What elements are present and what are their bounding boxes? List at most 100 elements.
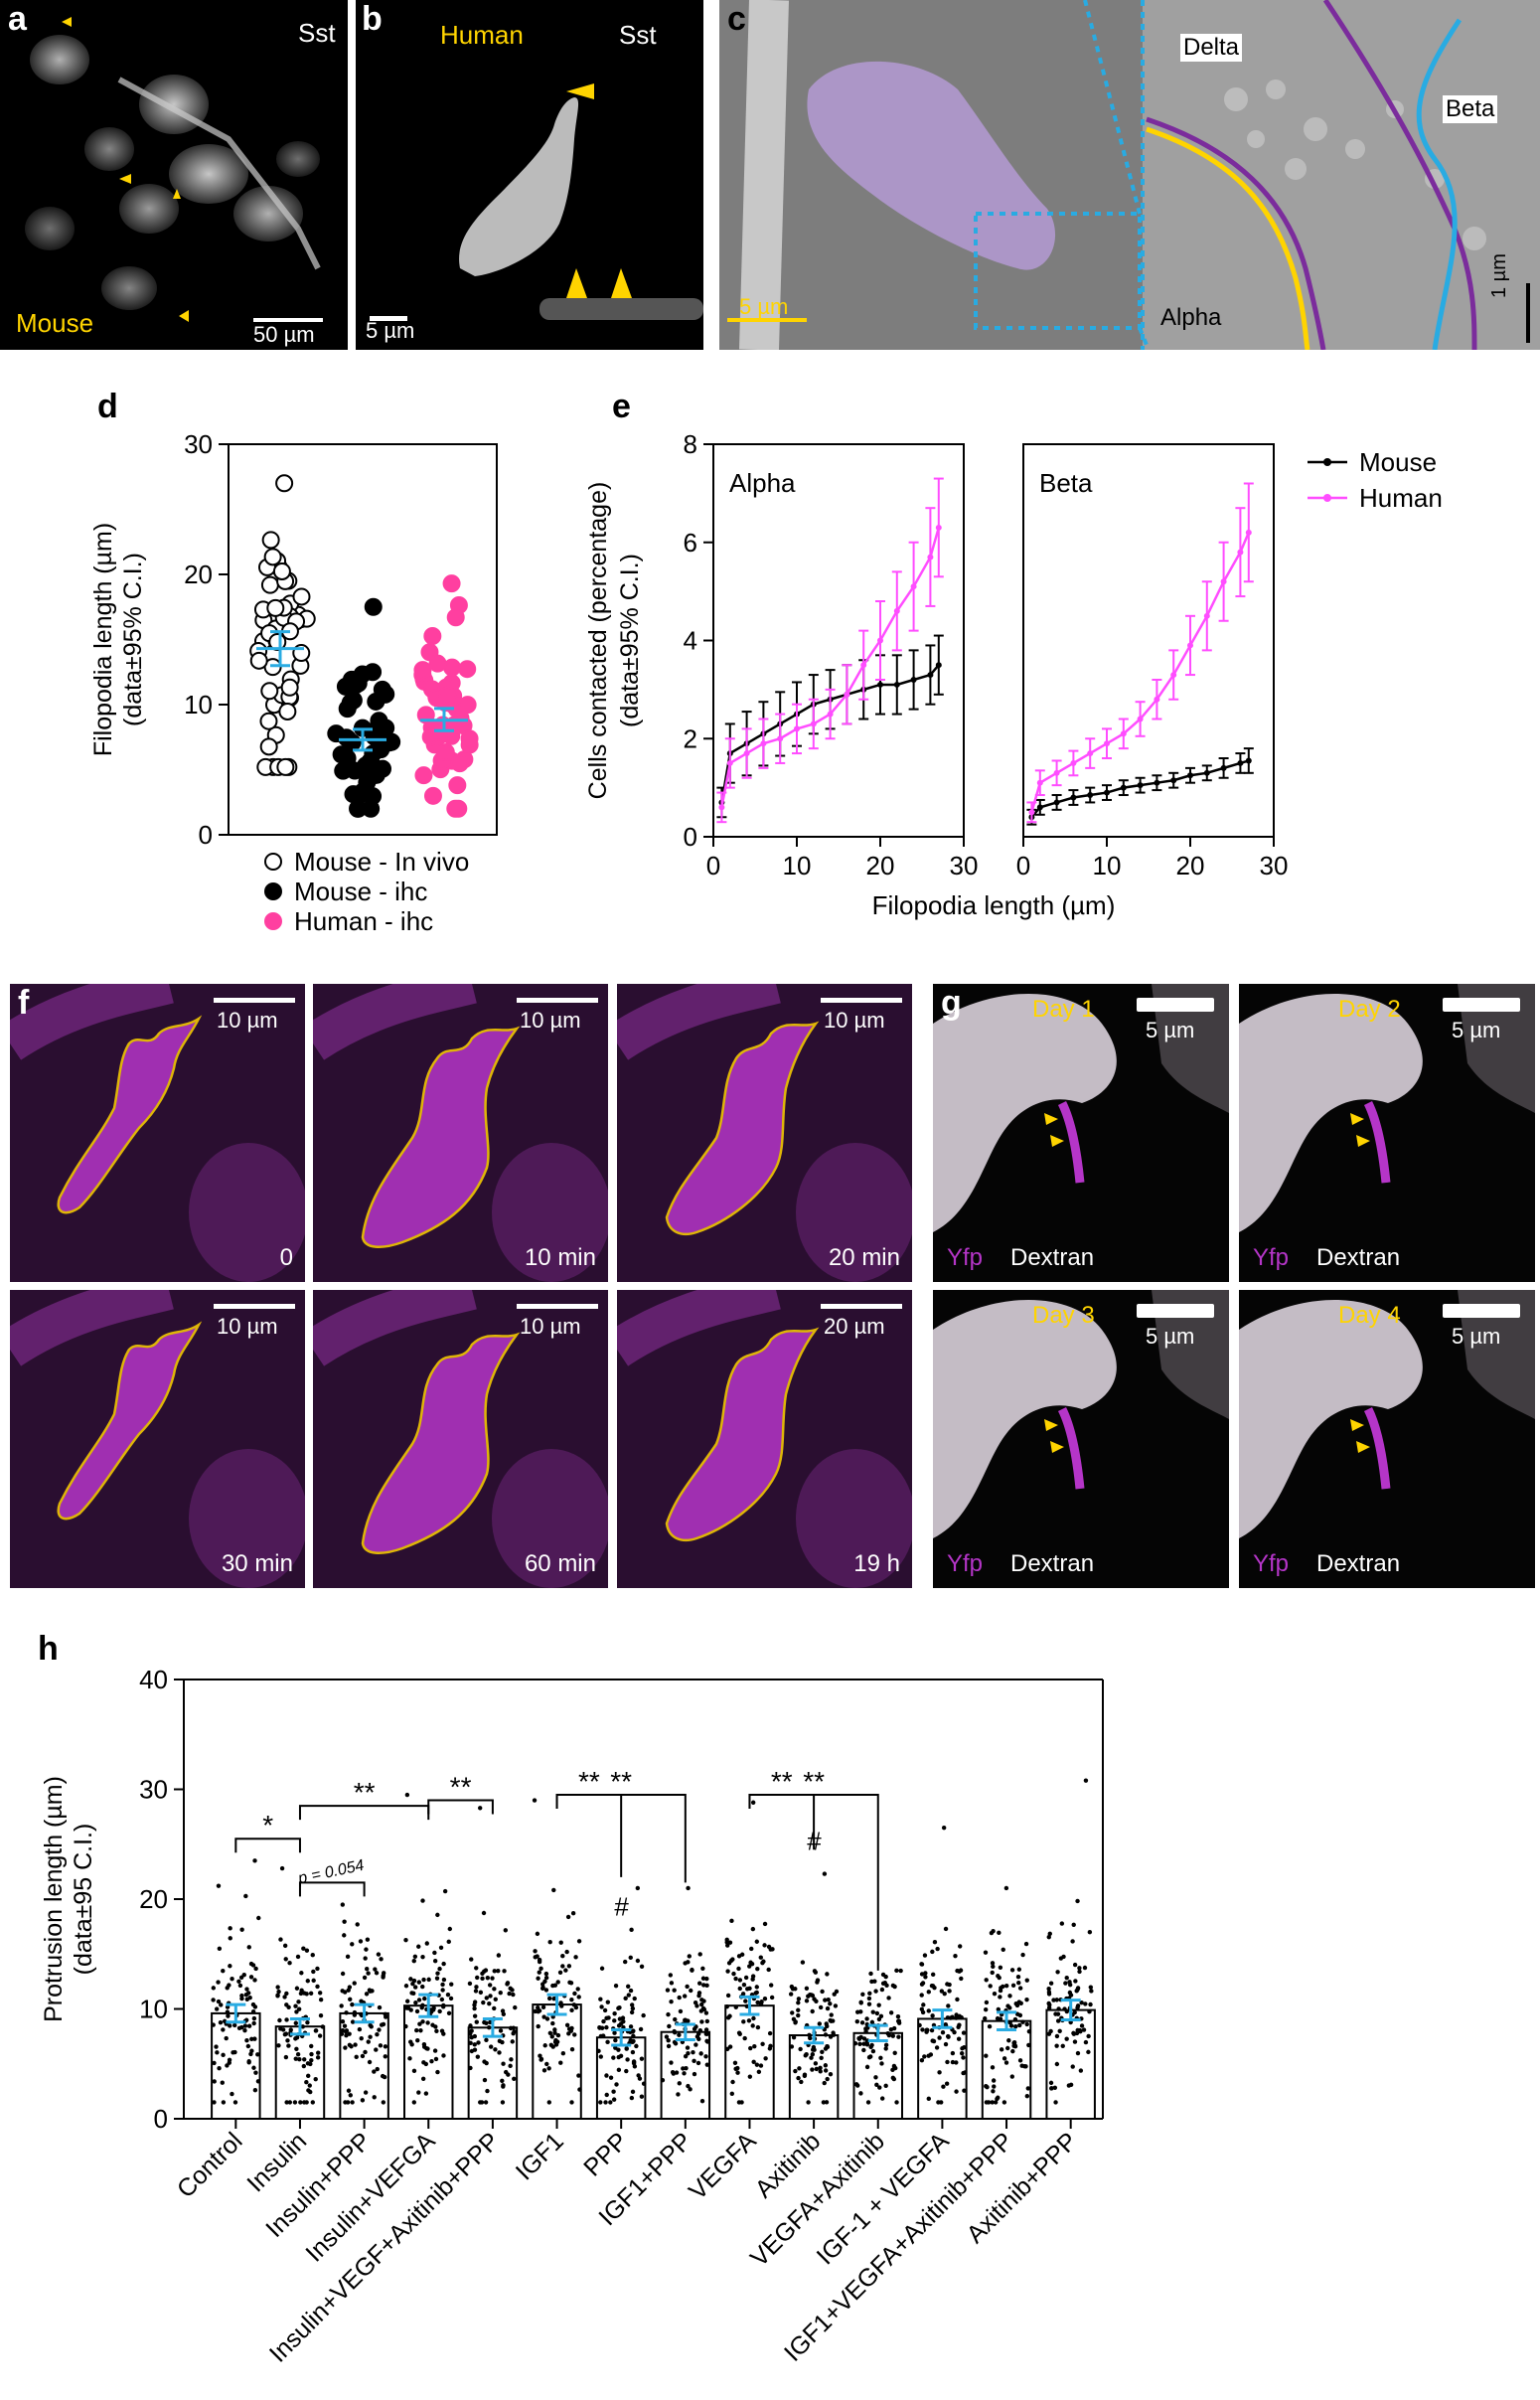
data-point bbox=[1028, 809, 1035, 816]
data-point bbox=[294, 1986, 300, 1991]
data-point bbox=[996, 2095, 1001, 2100]
data-point bbox=[872, 1979, 877, 1984]
data-point bbox=[364, 1947, 369, 1952]
data-point bbox=[437, 1966, 442, 1972]
data-point bbox=[866, 2001, 872, 2006]
data-point bbox=[790, 2010, 795, 2015]
scale-bar-label: 5 µm bbox=[739, 294, 789, 319]
data-point bbox=[279, 1865, 285, 1871]
data-point bbox=[285, 2038, 290, 2043]
data-point bbox=[475, 1975, 480, 1981]
data-point bbox=[931, 2038, 937, 2044]
data-point bbox=[212, 2060, 217, 2066]
data-point bbox=[1088, 2001, 1093, 2007]
data-point bbox=[415, 2037, 420, 2043]
data-point bbox=[664, 2034, 670, 2039]
data-point bbox=[865, 2100, 871, 2105]
data-point bbox=[628, 1955, 633, 1961]
arrowhead-icon bbox=[1044, 1113, 1058, 1125]
data-point bbox=[726, 759, 733, 766]
data-point bbox=[252, 2036, 257, 2041]
significance-bracket bbox=[298, 1881, 366, 1897]
data-point bbox=[485, 1976, 491, 1981]
data-point bbox=[1054, 2061, 1060, 2067]
y-tick-label: 30 bbox=[184, 429, 213, 459]
data-point bbox=[692, 2071, 697, 2077]
data-point bbox=[954, 2089, 959, 2094]
channel-label-dextran: Dextran bbox=[1316, 1244, 1401, 1271]
data-point bbox=[484, 1996, 489, 2000]
data-point bbox=[859, 2020, 865, 2025]
scale-bar-label: 5 µm bbox=[1146, 1324, 1195, 1349]
data-point bbox=[929, 2027, 935, 2033]
data-point bbox=[211, 1998, 216, 2002]
data-point bbox=[560, 2051, 566, 2056]
data-point bbox=[959, 1976, 964, 1982]
data-point bbox=[539, 1966, 543, 1972]
data-point bbox=[1026, 2028, 1032, 2034]
data-point bbox=[926, 1990, 931, 1995]
data-point bbox=[737, 1978, 743, 1983]
data-point bbox=[366, 2039, 371, 2044]
data-point bbox=[228, 1964, 232, 1969]
data-point bbox=[423, 2091, 429, 2096]
data-point bbox=[381, 1975, 385, 1980]
data-point bbox=[991, 2078, 997, 2083]
data-point bbox=[474, 1985, 479, 1990]
data-point bbox=[1054, 2043, 1059, 2048]
data-point bbox=[1046, 1934, 1051, 1940]
data-point bbox=[1046, 1987, 1051, 1992]
data-point bbox=[983, 1950, 989, 1955]
data-point bbox=[923, 1975, 928, 1980]
data-point bbox=[1203, 612, 1210, 619]
data-point bbox=[484, 2020, 489, 2025]
data-point bbox=[1072, 1962, 1078, 1968]
data-point bbox=[611, 2055, 616, 2060]
data-point bbox=[414, 766, 433, 785]
data-point bbox=[622, 1959, 628, 1965]
data-point bbox=[920, 2027, 925, 2032]
data-point bbox=[628, 1988, 634, 1994]
vessel bbox=[617, 1290, 781, 1366]
data-point bbox=[496, 1968, 501, 1974]
data-point bbox=[1010, 1983, 1016, 1988]
data-point bbox=[870, 2009, 875, 2014]
data-point bbox=[598, 2100, 603, 2105]
data-point bbox=[509, 2057, 514, 2062]
data-point bbox=[542, 2043, 547, 2048]
data-point bbox=[283, 2054, 289, 2060]
data-point bbox=[998, 1995, 1002, 2000]
data-point bbox=[511, 2025, 516, 2030]
data-point bbox=[673, 2016, 678, 2022]
data-point bbox=[498, 2028, 504, 2033]
data-point bbox=[866, 1996, 872, 2001]
data-point bbox=[751, 2015, 756, 2021]
channel-label-dextran: Dextran bbox=[1316, 1550, 1401, 1577]
data-point bbox=[1022, 2064, 1027, 2069]
data-point bbox=[563, 1968, 568, 1973]
vessel bbox=[1239, 1300, 1423, 1538]
data-point bbox=[943, 2021, 948, 2027]
data-point bbox=[358, 1939, 364, 1944]
data-point bbox=[634, 2043, 639, 2049]
data-point bbox=[541, 2014, 546, 2019]
data-point bbox=[1075, 1986, 1081, 1991]
data-point bbox=[867, 1991, 872, 1996]
data-point bbox=[763, 2056, 768, 2061]
timelapse-frame: 10 µm 10 min bbox=[313, 984, 608, 1282]
data-point bbox=[1007, 2005, 1012, 2010]
data-point bbox=[535, 1931, 540, 1937]
data-point bbox=[359, 2035, 364, 2041]
data-point bbox=[999, 1986, 1003, 1991]
data-point bbox=[616, 2005, 621, 2011]
data-point bbox=[315, 1966, 320, 1972]
data-point bbox=[697, 1981, 702, 1986]
data-point bbox=[433, 2024, 438, 2029]
data-point bbox=[873, 1989, 878, 1994]
data-point bbox=[551, 1996, 556, 2001]
data-point bbox=[375, 2066, 380, 2072]
data-point bbox=[688, 2087, 693, 2092]
data-point bbox=[436, 743, 455, 762]
x-tick-label: VEGFA bbox=[684, 2127, 762, 2205]
data-point bbox=[852, 2040, 858, 2046]
